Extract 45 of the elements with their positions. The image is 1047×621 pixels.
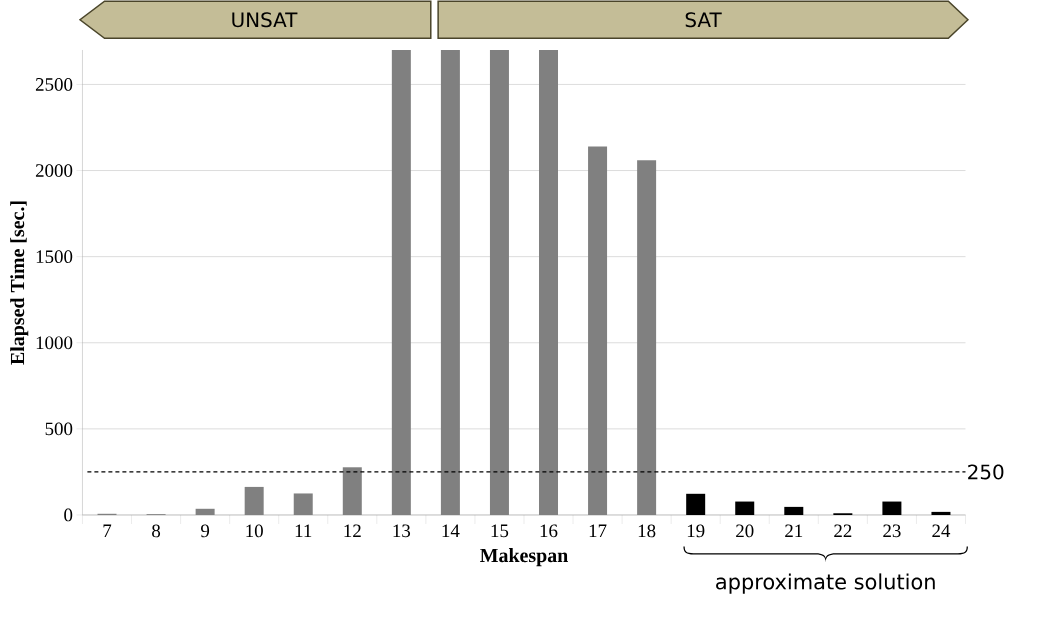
x-tick-label: 8 [152,524,161,538]
bar [489,49,509,515]
bar [539,49,559,515]
x-tick-label: 7 [103,524,112,537]
text: UNSAT [232,12,298,28]
x-tick-label: 24 [932,524,951,538]
x-tick-label: 15 [491,524,509,538]
x-tick-label: 11 [295,524,312,537]
x-tick-label: 21 [785,524,803,538]
x-tick-label: 22 [834,524,852,538]
y-tick-label: 0 [64,508,73,522]
x-tick-label: 10 [246,524,263,538]
bar [391,49,411,515]
ref-line-label: 250 [968,464,1004,480]
bar [686,493,706,515]
x-tick-label: 23 [883,524,901,538]
bar [440,49,460,515]
y-tick-label: 1000 [36,336,73,350]
y-tick-label: 2000 [35,164,73,177]
bar [784,506,804,515]
y-tick-label: 2500 [35,78,73,91]
x-tick-label: 17 [589,524,607,537]
x-tick-label: 14 [442,524,460,537]
x-tick-label: 16 [540,524,558,538]
x-tick-label: 20 [736,524,754,538]
y-tick-label: 1500 [36,250,73,264]
bar [931,511,951,515]
bar [882,501,902,515]
y-axis-title: Elapsed Time [sec.] [10,201,29,365]
x-tick-label: 9 [201,524,210,538]
text: approximate solution [716,573,935,594]
x-tick-label: 12 [344,524,361,538]
bar [342,467,362,515]
text: SAT [685,12,722,28]
y-tick-label: 500 [45,422,73,436]
x-tick-label: 18 [638,524,656,538]
x-tick-label: 13 [393,524,411,538]
bar [588,146,608,515]
bar [637,160,657,515]
x-tick-label: 19 [687,524,705,538]
bar [293,493,313,515]
bar [244,486,264,515]
bar [735,501,755,515]
x-axis-title: Makespan [480,548,568,567]
bar [195,508,215,515]
